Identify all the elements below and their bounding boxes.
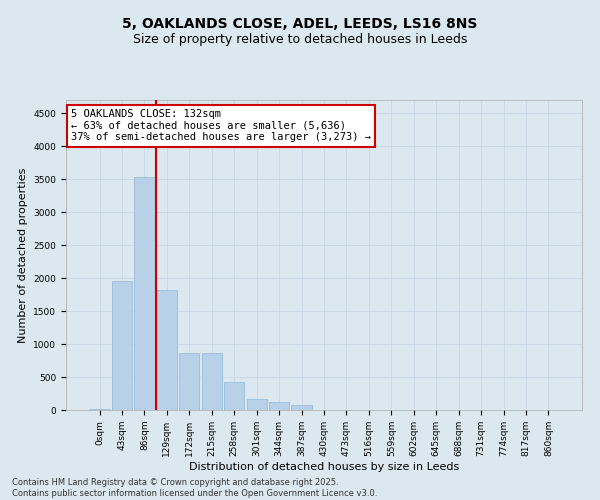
Bar xyxy=(247,399,267,410)
Bar xyxy=(202,352,222,410)
Bar xyxy=(224,382,244,410)
Bar xyxy=(179,352,199,410)
Bar xyxy=(134,177,155,410)
Bar xyxy=(292,404,311,410)
Bar xyxy=(269,402,289,410)
X-axis label: Distribution of detached houses by size in Leeds: Distribution of detached houses by size … xyxy=(189,462,459,471)
Bar xyxy=(112,282,132,410)
Text: 5 OAKLANDS CLOSE: 132sqm
← 63% of detached houses are smaller (5,636)
37% of sem: 5 OAKLANDS CLOSE: 132sqm ← 63% of detach… xyxy=(71,110,371,142)
Y-axis label: Number of detached properties: Number of detached properties xyxy=(18,168,28,342)
Bar xyxy=(157,290,177,410)
Text: 5, OAKLANDS CLOSE, ADEL, LEEDS, LS16 8NS: 5, OAKLANDS CLOSE, ADEL, LEEDS, LS16 8NS xyxy=(122,18,478,32)
Text: Size of property relative to detached houses in Leeds: Size of property relative to detached ho… xyxy=(133,32,467,46)
Text: Contains HM Land Registry data © Crown copyright and database right 2025.
Contai: Contains HM Land Registry data © Crown c… xyxy=(12,478,377,498)
